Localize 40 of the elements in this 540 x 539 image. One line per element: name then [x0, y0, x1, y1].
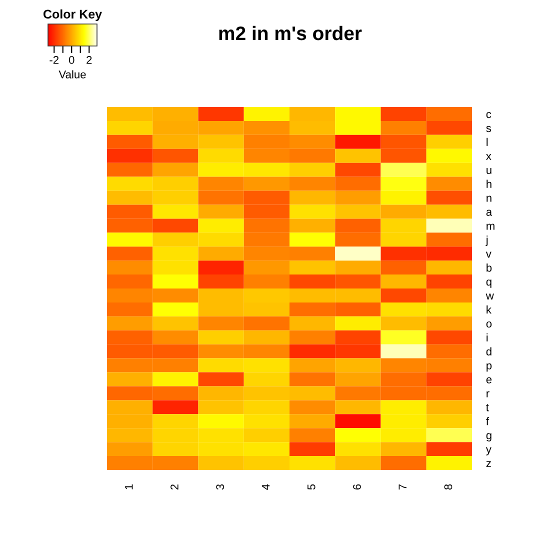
y-tick-label: u	[486, 168, 492, 174]
y-tick-label: r	[486, 391, 490, 398]
y-tick-label: y	[486, 447, 492, 456]
color-bar-label: 2	[86, 56, 92, 64]
y-tick-label: g	[486, 433, 492, 442]
y-tick-label: c	[486, 112, 492, 118]
y-tick-label: o	[486, 321, 492, 328]
y-tick-label: w	[486, 294, 494, 300]
x-tick-label: 8	[444, 484, 452, 490]
x-tick-label: 5	[308, 484, 316, 490]
y-tick-label: e	[486, 377, 492, 384]
y-tick-label: l	[486, 138, 488, 146]
color-bar-title: Value	[58, 70, 86, 78]
y-tick-label: k	[486, 305, 492, 314]
x-tick-label: 6	[353, 484, 361, 490]
y-tick-label: v	[486, 252, 492, 258]
y-tick-label: p	[486, 363, 492, 372]
y-tick-label: x	[486, 154, 492, 160]
y-tick-label: f	[486, 417, 489, 426]
legend-title: Color Key	[43, 9, 102, 22]
y-tick-label: b	[486, 264, 492, 272]
x-tick-label: 2	[170, 484, 178, 490]
y-tick-label: q	[486, 280, 492, 288]
chart-title: m2 in m's order	[219, 26, 362, 40]
y-tick-label: n	[486, 196, 492, 202]
y-tick-label: t	[486, 404, 489, 412]
y-tick-label: i	[486, 333, 488, 342]
y-tick-label: s	[486, 126, 492, 132]
color-bar-label: -2	[50, 56, 59, 64]
x-tick-label: 4	[262, 484, 270, 490]
y-tick-label: j	[486, 236, 488, 246]
x-tick-label: 1	[125, 484, 133, 490]
y-tick-label: m	[486, 224, 494, 230]
y-tick-label: z	[486, 461, 491, 468]
y-tick-label: d	[486, 347, 492, 356]
y-tick-label: a	[486, 210, 492, 216]
color-bar-label: 0	[68, 56, 74, 64]
x-tick-label: 7	[398, 484, 406, 490]
x-tick-label: 3	[216, 484, 224, 490]
y-tick-label: h	[486, 180, 492, 188]
